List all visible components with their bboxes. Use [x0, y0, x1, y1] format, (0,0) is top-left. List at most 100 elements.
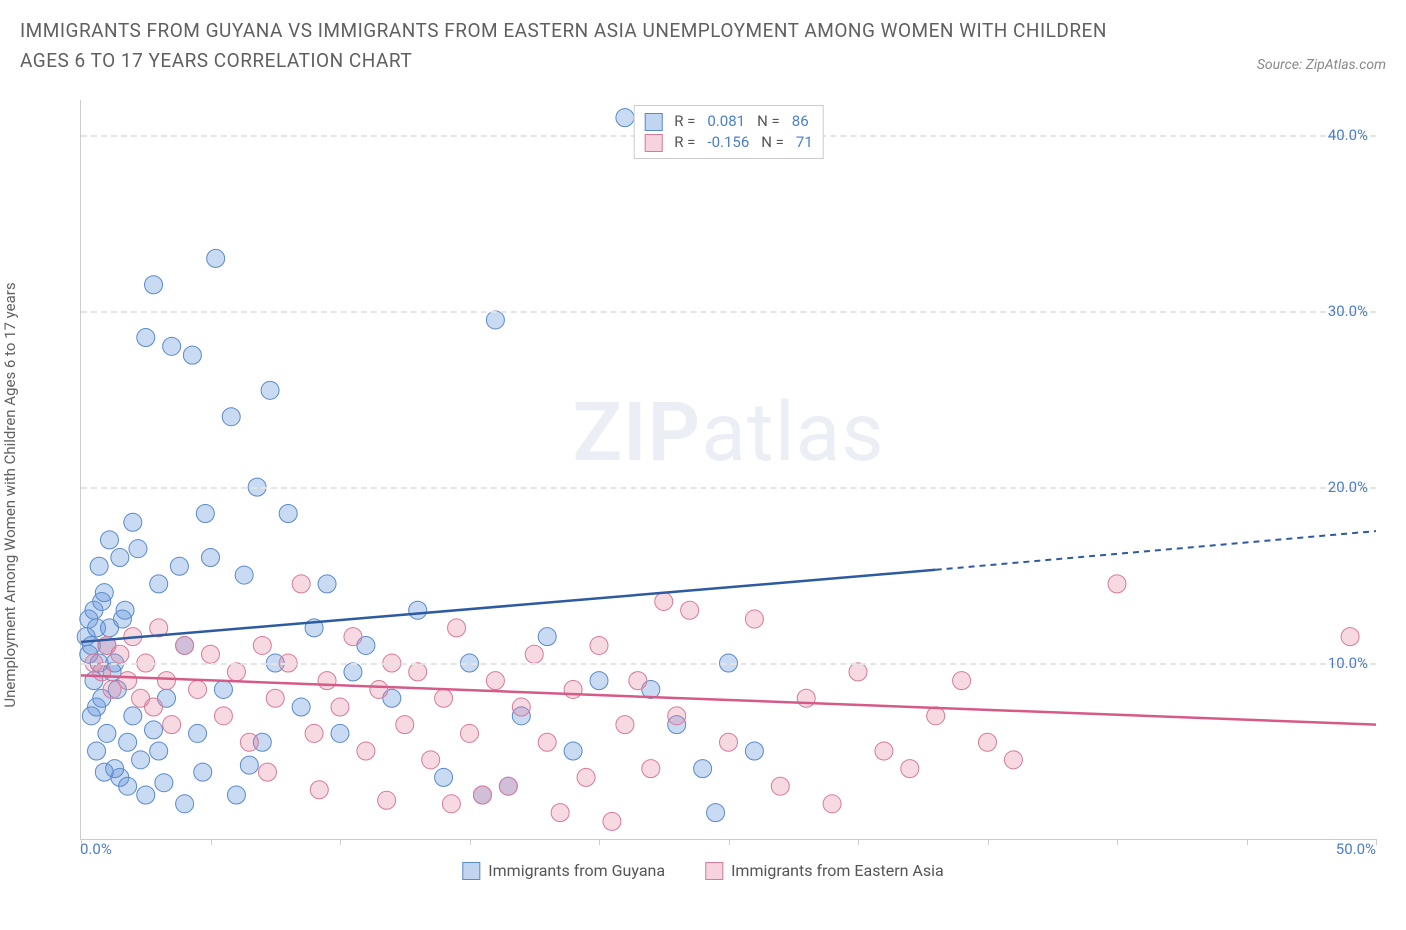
scatter-point: [668, 707, 686, 725]
scatter-point: [176, 636, 194, 654]
swatch-blue-icon: [462, 862, 480, 880]
scatter-point: [590, 636, 608, 654]
r-value-1: 0.081: [707, 111, 745, 132]
scatter-point: [538, 628, 556, 646]
legend-label-1: Immigrants from Guyana: [488, 861, 665, 880]
trend-line: [81, 570, 936, 642]
scatter-point: [357, 742, 375, 760]
legend-label-2: Immigrants from Eastern Asia: [731, 861, 944, 880]
scatter-point: [214, 707, 232, 725]
scatter-point: [642, 760, 660, 778]
scatter-point: [132, 751, 150, 769]
r-value-2: -0.156: [707, 132, 749, 153]
grid-line: [81, 311, 1376, 313]
scatter-point: [1108, 575, 1126, 593]
scatter-point: [155, 774, 173, 792]
n-value-2: 71: [796, 132, 813, 153]
scatter-point: [253, 636, 271, 654]
stats-row-series2: R = -0.156 N = 71: [644, 132, 813, 153]
scatter-point: [119, 672, 137, 690]
scatter-point: [1341, 628, 1359, 646]
scatter-point: [214, 680, 232, 698]
scatter-svg: [81, 100, 1376, 839]
x-tick: [988, 839, 989, 845]
scatter-point: [163, 716, 181, 734]
y-tick-label: 40.0%: [1328, 126, 1368, 144]
y-tick-label: 20.0%: [1328, 478, 1368, 496]
scatter-point: [240, 733, 258, 751]
scatter-point: [106, 760, 124, 778]
scatter-point: [163, 337, 181, 355]
scatter-point: [442, 795, 460, 813]
scatter-point: [875, 742, 893, 760]
scatter-point: [227, 663, 245, 681]
n-label: N =: [761, 132, 784, 153]
scatter-point: [279, 504, 297, 522]
scatter-point: [707, 804, 725, 822]
scatter-point: [577, 768, 595, 786]
scatter-point: [720, 733, 738, 751]
scatter-point: [616, 109, 634, 127]
scatter-point: [616, 716, 634, 734]
swatch-pink-icon: [705, 862, 723, 880]
scatter-point: [189, 680, 207, 698]
scatter-point: [119, 777, 137, 795]
scatter-point: [1004, 751, 1022, 769]
scatter-point: [344, 663, 362, 681]
scatter-point: [176, 795, 194, 813]
scatter-point: [88, 742, 106, 760]
scatter-point: [771, 777, 789, 795]
x-tick-label-left: 0.0%: [80, 840, 112, 858]
x-tick: [470, 839, 471, 845]
stats-row-series1: R = 0.081 N = 86: [644, 111, 813, 132]
scatter-point: [927, 707, 945, 725]
source-label: Source:: [1257, 57, 1302, 73]
scatter-point: [370, 680, 388, 698]
x-tick: [1376, 839, 1377, 845]
scatter-point: [564, 742, 582, 760]
scatter-point: [435, 689, 453, 707]
trend-line-dashed: [936, 531, 1376, 570]
scatter-point: [409, 663, 427, 681]
scatter-point: [525, 645, 543, 663]
scatter-point: [551, 804, 569, 822]
correlation-stats-box: R = 0.081 N = 86 R = -0.156 N = 71: [633, 105, 824, 159]
scatter-point: [310, 781, 328, 799]
scatter-point: [797, 689, 815, 707]
n-label: N =: [757, 111, 780, 132]
scatter-point: [745, 742, 763, 760]
scatter-point: [261, 381, 279, 399]
scatter-point: [318, 672, 336, 690]
r-label: R =: [674, 132, 695, 153]
scatter-point: [849, 663, 867, 681]
scatter-point: [103, 680, 121, 698]
scatter-point: [82, 707, 100, 725]
scatter-point: [681, 601, 699, 619]
x-tick: [1247, 839, 1248, 845]
y-axis-label: Unemployment Among Women with Children A…: [1, 282, 19, 707]
scatter-point: [124, 513, 142, 531]
scatter-point: [124, 707, 142, 725]
scatter-point: [145, 276, 163, 294]
scatter-point: [145, 698, 163, 716]
scatter-point: [183, 346, 201, 364]
x-tick: [1117, 839, 1118, 845]
scatter-point: [90, 557, 108, 575]
source-name: ZipAtlas.com: [1306, 57, 1386, 73]
scatter-point: [448, 619, 466, 637]
chart-title: IMMIGRANTS FROM GUYANA VS IMMIGRANTS FRO…: [20, 16, 1120, 77]
scatter-point: [473, 786, 491, 804]
scatter-point: [98, 724, 116, 742]
scatter-point: [292, 575, 310, 593]
legend-item-1: Immigrants from Guyana: [462, 861, 665, 880]
scatter-point: [305, 724, 323, 742]
series-legend: Immigrants from Guyana Immigrants from E…: [462, 861, 943, 880]
scatter-point: [603, 812, 621, 830]
scatter-point: [157, 672, 175, 690]
scatter-point: [119, 733, 137, 751]
legend-item-2: Immigrants from Eastern Asia: [705, 861, 944, 880]
source-citation: Source: ZipAtlas.com: [1257, 57, 1386, 77]
scatter-point: [486, 311, 504, 329]
x-tick: [858, 839, 859, 845]
scatter-point: [258, 763, 276, 781]
